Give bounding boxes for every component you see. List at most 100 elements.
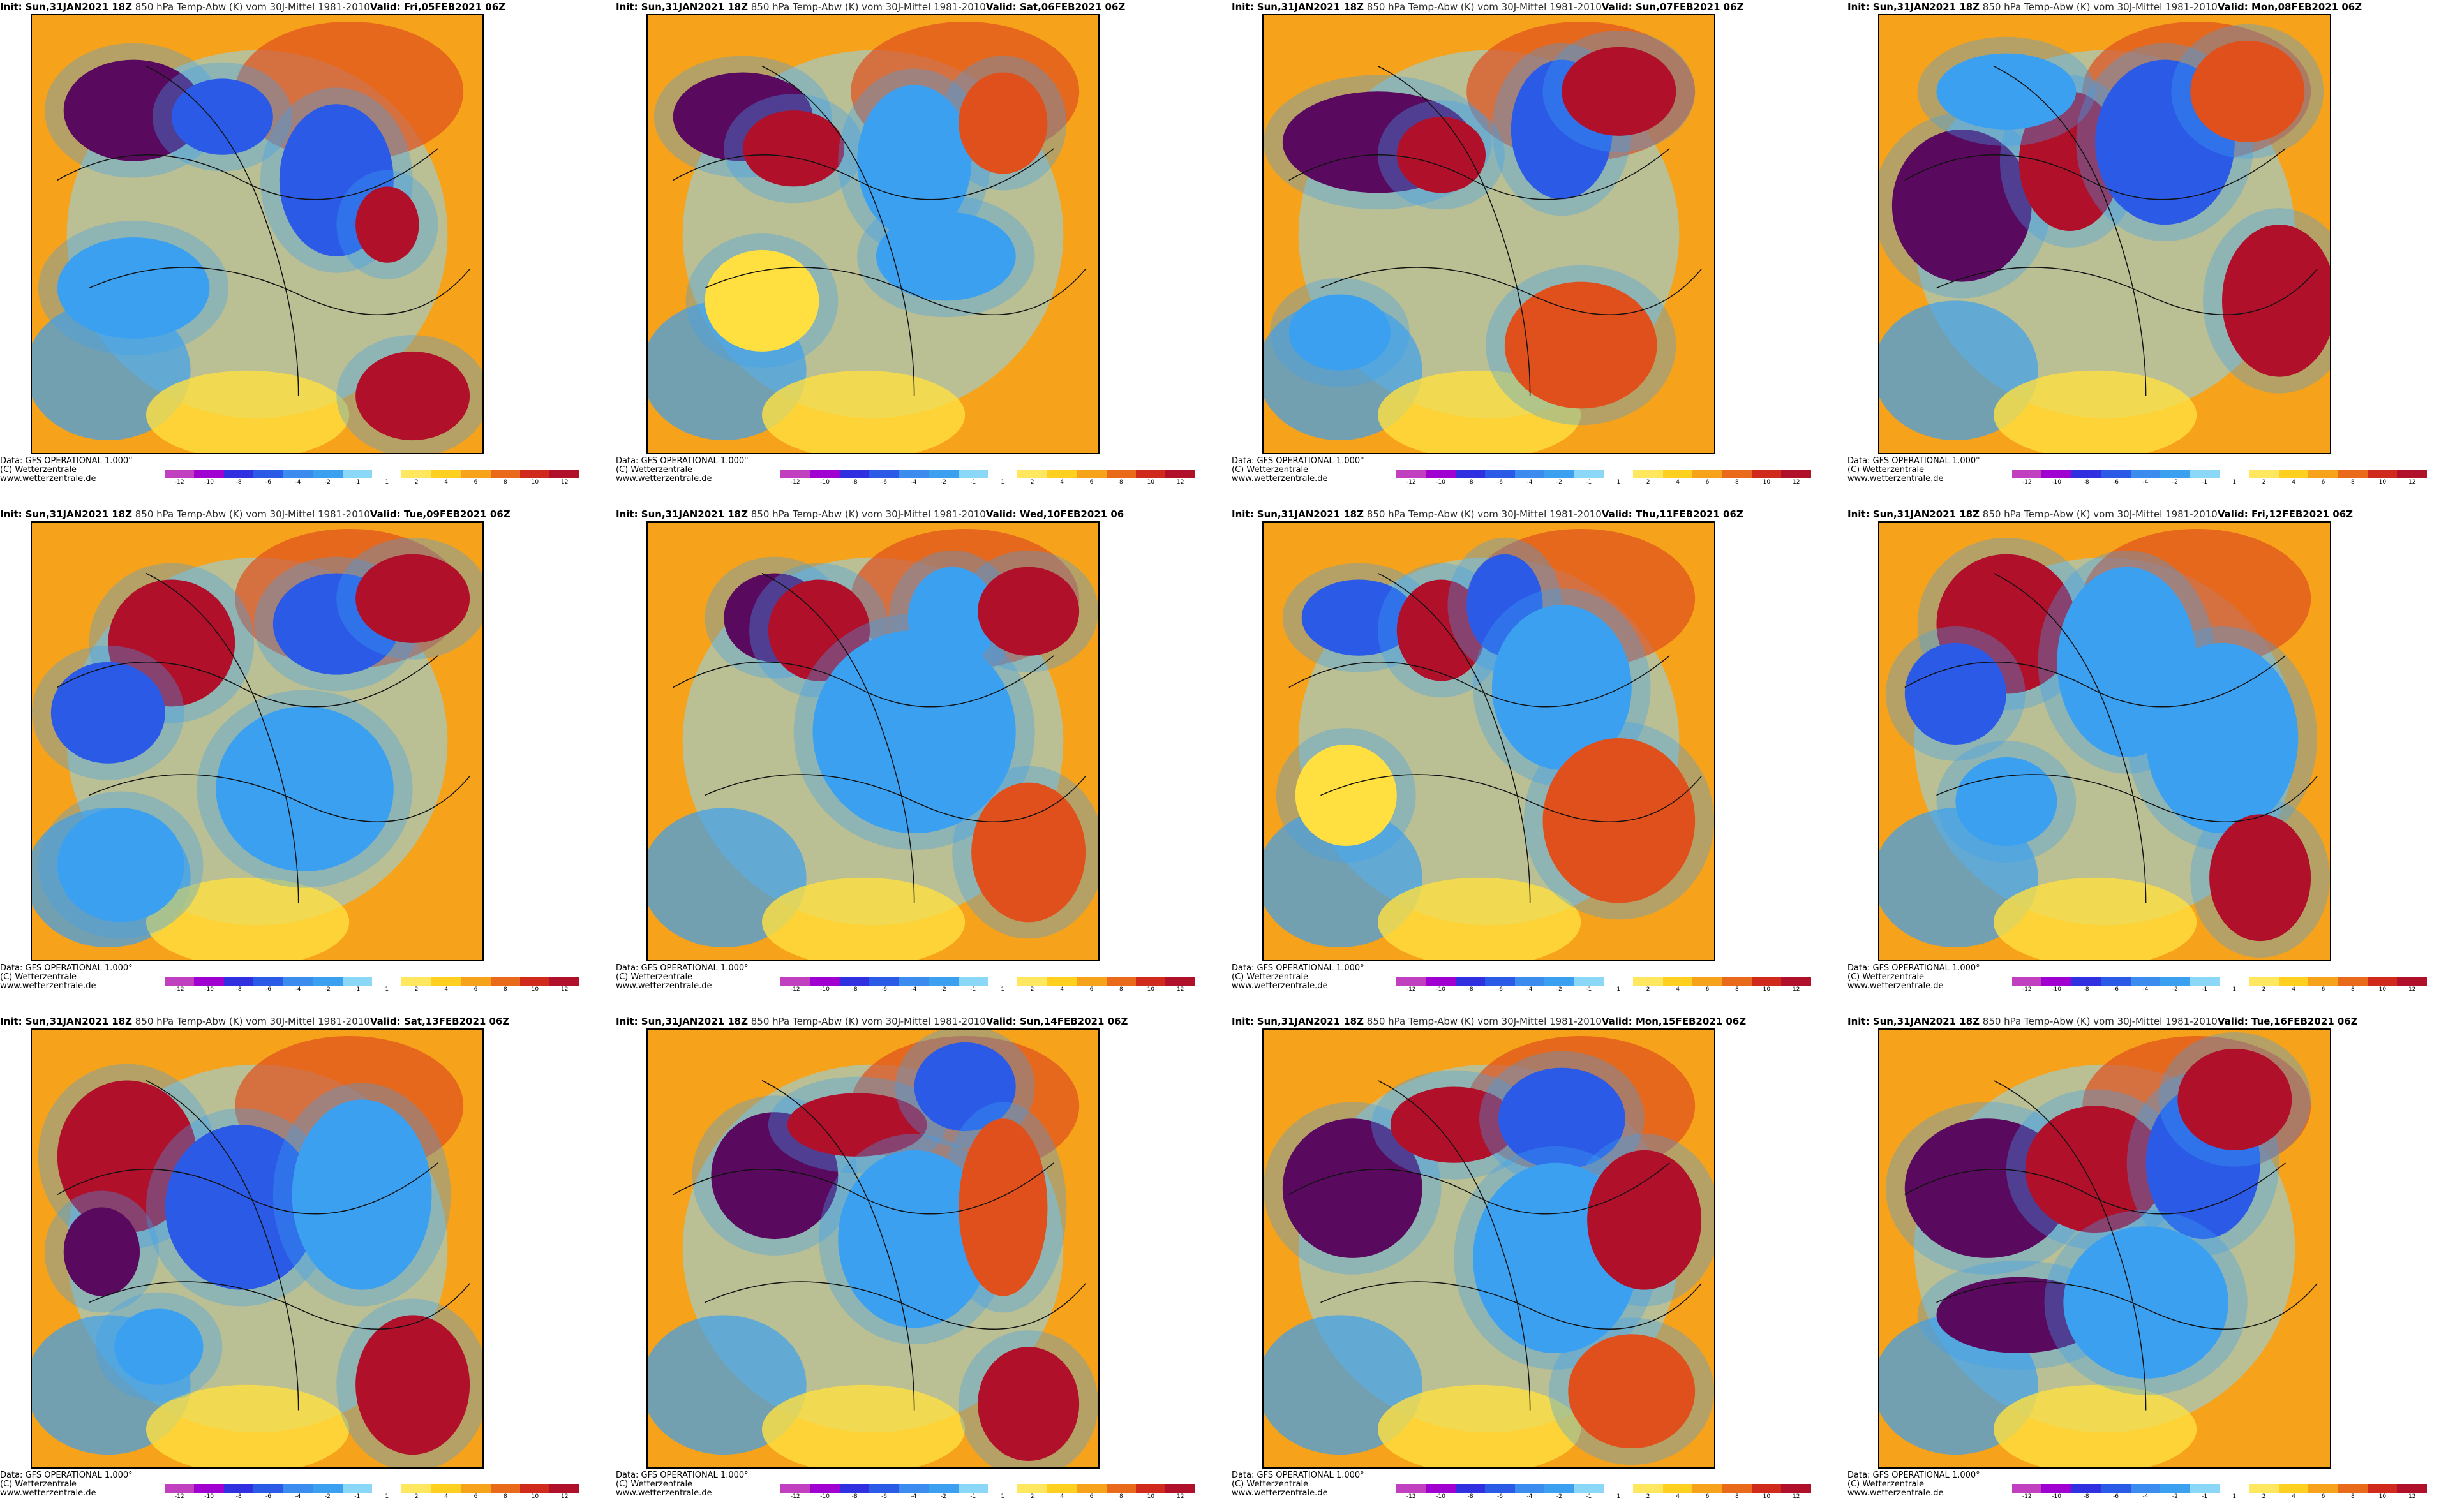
scale-tick-label: -8 (235, 479, 242, 485)
scale-tick-label: -12 (790, 986, 800, 993)
scale-tick-label: 2 (414, 479, 419, 485)
init-time: Init: Sun,31JAN2021 18Z (616, 1, 748, 13)
scale-swatch (342, 977, 372, 986)
panel-header: Init: Sun,31JAN2021 18Z 850 hPa Temp-Abw… (1232, 507, 1838, 521)
scale-swatch (2219, 977, 2249, 986)
scale-swatch (1603, 977, 1634, 986)
color-scale-bar (780, 470, 1195, 478)
scale-tick-label: 10 (1763, 479, 1771, 485)
scale-ticks: -12 -10 -8 -6 -4 -2 -1 1 2 4 6 8 10 12 (165, 479, 579, 485)
scale-swatch (1485, 1484, 1515, 1493)
scale-swatch (2338, 1484, 2368, 1493)
scale-swatch (461, 977, 491, 986)
scale-swatch (1722, 1484, 1752, 1493)
scale-tick-label: 12 (1793, 479, 1800, 485)
scale-tick-label: -1 (1586, 1493, 1592, 1500)
scale-tick-label: -12 (174, 479, 184, 485)
footer-copyright: (C) Wetterzentrale (1847, 1479, 1925, 1489)
scale-swatch (1455, 977, 1486, 986)
scale-swatch (431, 470, 461, 478)
scale-swatch (1544, 977, 1574, 986)
scale-swatch (929, 977, 959, 986)
scale-tick-label: -6 (265, 986, 271, 993)
footer-data: Data: GFS OPERATIONAL 1.000° (1847, 456, 1980, 466)
scale-swatch (1077, 1484, 1107, 1493)
footer-url: www.wetterzentrale.de (1847, 474, 1944, 484)
scale-tick-label: -10 (820, 986, 830, 993)
scale-tick-label: -12 (2022, 479, 2032, 485)
valid-time: Valid: Mon,08FEB2021 06Z (2217, 1, 2362, 13)
scale-tick-label: 6 (2321, 1493, 2325, 1500)
footer-copyright: (C) Wetterzentrale (1232, 972, 1309, 982)
footer-url: www.wetterzentrale.de (1847, 1488, 1944, 1498)
scale-swatch (780, 1484, 810, 1493)
color-scale-bar (1396, 977, 1811, 986)
color-scale: -12 -10 -8 -6 -4 -2 -1 1 2 4 6 8 10 12 (165, 470, 579, 485)
scale-swatch (1426, 977, 1456, 986)
scale-swatch (987, 1484, 1018, 1493)
footer-url: www.wetterzentrale.de (616, 981, 712, 991)
scale-swatch (1574, 1484, 1604, 1493)
scale-swatch (1455, 1484, 1486, 1493)
scale-tick-label: 10 (2378, 1493, 2387, 1500)
scale-swatch (2368, 470, 2398, 478)
scale-swatch (549, 1484, 579, 1493)
scale-tick-label: -4 (2142, 986, 2149, 993)
scale-tick-label: -6 (2113, 986, 2119, 993)
scale-swatch (1455, 470, 1486, 478)
panel-header: Init: Sun,31JAN2021 18Z 850 hPa Temp-Abw… (1847, 507, 2454, 521)
scale-swatch (431, 977, 461, 986)
scale-tick-label: 8 (504, 479, 507, 485)
scale-swatch (371, 1484, 402, 1493)
panel-header: Init: Sun,31JAN2021 18Z 850 hPa Temp-Abw… (0, 0, 606, 14)
footer-data: Data: GFS OPERATIONAL 1.000° (1232, 1471, 1364, 1480)
scale-swatch (2041, 977, 2071, 986)
scale-tick-label: -4 (295, 479, 301, 485)
footer-url: www.wetterzentrale.de (1232, 1488, 1328, 1498)
footer-copyright: (C) Wetterzentrale (1232, 465, 1309, 475)
scale-swatch (165, 977, 195, 986)
scale-tick-label: -8 (1467, 1493, 1473, 1500)
scale-swatch (401, 1484, 431, 1493)
panel-footer: Data: GFS OPERATIONAL 1.000° (C) Wetterze… (616, 964, 749, 991)
scale-tick-label: 1 (385, 479, 389, 485)
scale-tick-label: 1 (2232, 1493, 2237, 1500)
scale-swatch (1692, 977, 1722, 986)
scale-tick-label: -12 (2022, 986, 2032, 993)
scale-tick-label: -6 (1497, 1493, 1503, 1500)
scale-swatch (223, 977, 254, 986)
scale-swatch (1633, 1484, 1663, 1493)
scale-swatch (2041, 470, 2071, 478)
scale-ticks: -12 -10 -8 -6 -4 -2 -1 1 2 4 6 8 10 12 (2012, 986, 2427, 993)
scale-swatch (520, 977, 550, 986)
scale-tick-label: -2 (1556, 986, 1562, 993)
scale-tick-label: -4 (295, 1493, 301, 1500)
scale-tick-label: -2 (940, 986, 946, 993)
scale-tick-label: 12 (2408, 986, 2416, 993)
init-time: Init: Sun,31JAN2021 18Z (0, 1016, 132, 1027)
footer-copyright: (C) Wetterzentrale (1232, 1479, 1309, 1489)
color-scale: -12 -10 -8 -6 -4 -2 -1 1 2 4 6 8 10 12 (1396, 977, 1811, 993)
scale-swatch (2278, 470, 2309, 478)
scale-tick-label: -4 (911, 479, 917, 485)
scale-tick-label: 4 (444, 479, 448, 485)
scale-swatch (1603, 470, 1634, 478)
valid-time: Valid: Thu,11FEB2021 06Z (1601, 508, 1743, 520)
product-title: 850 hPa Temp-Abw (K) vom 30J-Mittel 1981… (1366, 1, 1602, 13)
scale-tick-label: 1 (1616, 986, 1621, 993)
scale-tick-label: -10 (204, 986, 214, 993)
scale-tick-label: -2 (2172, 1493, 2178, 1500)
scale-swatch (1662, 1484, 1693, 1493)
scale-tick-label: -2 (940, 479, 946, 485)
scale-tick-label: 6 (1089, 1493, 1094, 1500)
scale-tick-label: 2 (1646, 1493, 1650, 1500)
footer-copyright: (C) Wetterzentrale (616, 972, 693, 982)
panel-footer: Data: GFS OPERATIONAL 1.000° (C) Wetterze… (616, 1471, 749, 1498)
scale-swatch (899, 977, 929, 986)
scale-tick-label: -1 (2202, 1493, 2208, 1500)
valid-time: Valid: Sun,07FEB2021 06Z (1601, 1, 1744, 13)
scale-swatch (2249, 470, 2279, 478)
anomaly-map (31, 1028, 484, 1469)
scale-tick-label: -4 (1526, 1493, 1533, 1500)
scale-swatch (1017, 1484, 1047, 1493)
